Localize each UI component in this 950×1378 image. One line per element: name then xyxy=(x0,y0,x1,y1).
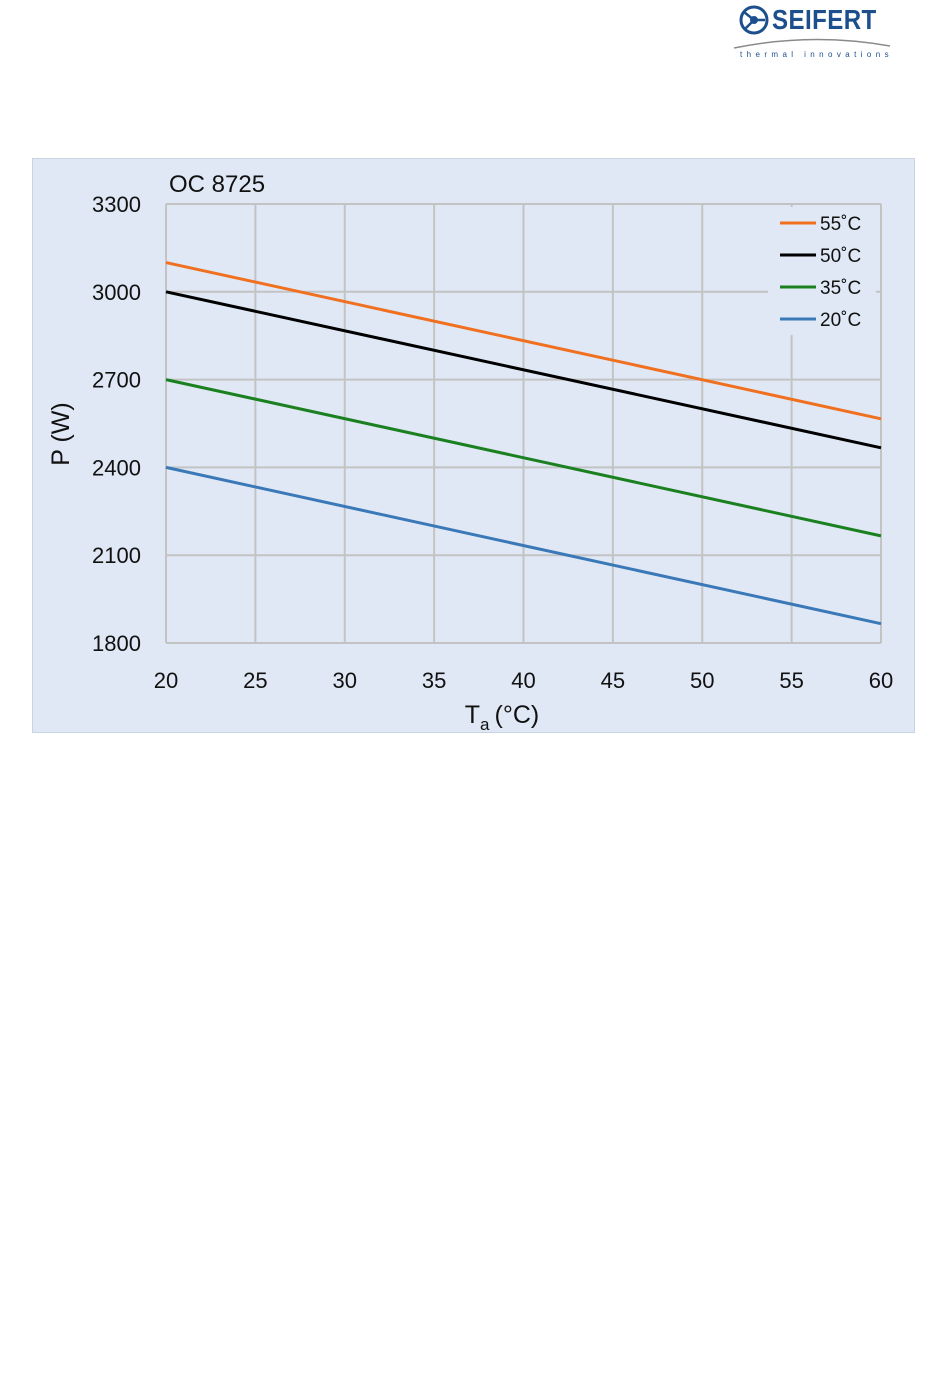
x-tick-label: 30 xyxy=(333,668,357,693)
chart-title: OC 8725 xyxy=(169,171,265,198)
x-tick-label: 50 xyxy=(690,668,714,693)
grid xyxy=(165,203,882,644)
series-line xyxy=(165,290,882,450)
x-tick-label: 60 xyxy=(869,668,893,693)
legend-label: 35˚C xyxy=(820,278,861,299)
y-axis-label: P (W) xyxy=(47,402,75,465)
legend-label: 20˚C xyxy=(820,310,861,331)
y-tick-label: 1800 xyxy=(92,631,141,656)
x-axis-label: Ta (°C) xyxy=(465,701,539,734)
x-axis-label-main: T xyxy=(465,701,480,729)
series-line xyxy=(165,261,882,421)
y-tick-label: 3000 xyxy=(92,280,141,305)
logo-brand-text: SEIFERT xyxy=(772,4,877,35)
x-tick-label: 45 xyxy=(601,668,625,693)
x-tick-label: 40 xyxy=(511,668,535,693)
x-axis-label-unit: (°C) xyxy=(495,701,540,729)
logo-emblem xyxy=(733,5,891,49)
legend-label: 55˚C xyxy=(820,214,861,235)
legend-label: 50˚C xyxy=(820,246,861,267)
x-tick-label: 55 xyxy=(779,668,803,693)
line-chart: 1800 2100 2400 2700 3000 3300 20 25 30 35 40 45 50 5… xyxy=(47,171,893,734)
y-tick-label: 2400 xyxy=(92,455,141,480)
series-line xyxy=(165,465,882,626)
x-axis-label-subscript: a xyxy=(480,715,490,734)
y-axis-ticks: 1800 2100 2400 2700 3000 3300 xyxy=(92,192,141,656)
x-tick-label: 35 xyxy=(422,668,446,693)
y-tick-label: 2100 xyxy=(92,543,141,568)
chart-panel: 1800 2100 2400 2700 3000 3300 20 25 30 35 40 45 50 5… xyxy=(32,158,915,734)
legend-background xyxy=(768,207,876,335)
x-axis-ticks: 20 25 30 35 40 45 50 55 60 xyxy=(154,668,893,693)
y-tick-label: 2700 xyxy=(92,368,141,393)
series-lines xyxy=(165,261,882,626)
x-tick-label: 25 xyxy=(243,668,267,693)
x-tick-label: 20 xyxy=(154,668,178,693)
logo-tagline: thermal innovations xyxy=(740,50,893,59)
legend: 55˚C 50˚C 35˚C 20˚C xyxy=(768,207,876,335)
y-tick-label: 3300 xyxy=(92,192,141,217)
seifert-logo: SEIFERT thermal innovations xyxy=(732,2,892,62)
series-line xyxy=(165,378,882,538)
